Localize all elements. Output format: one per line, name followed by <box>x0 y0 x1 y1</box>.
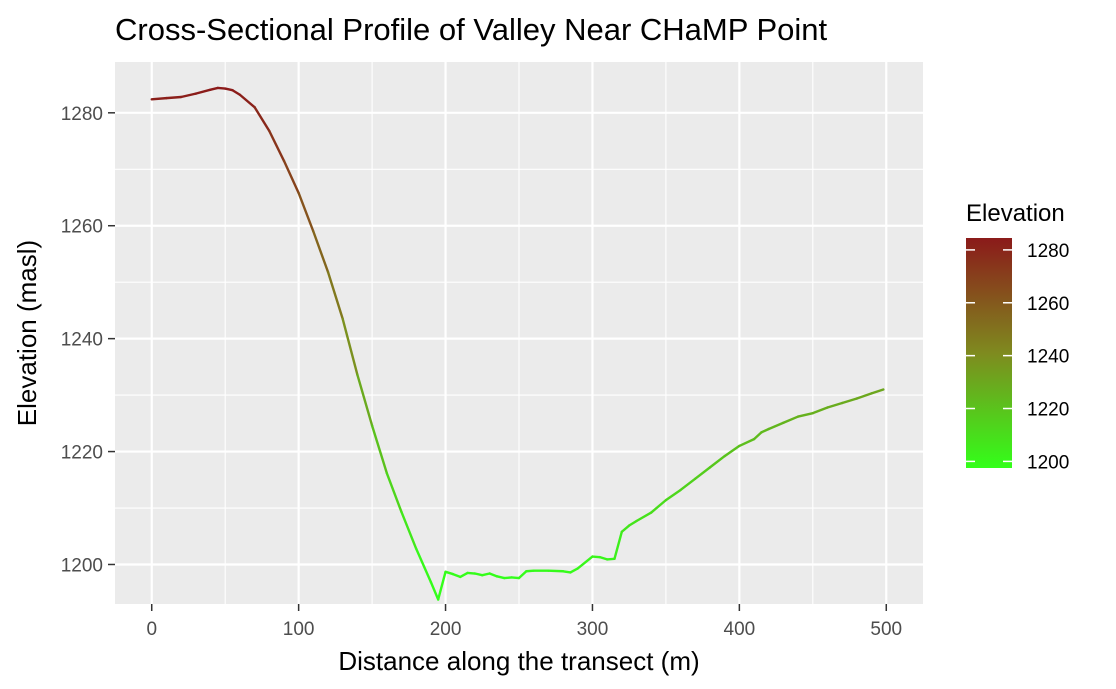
profile-segment <box>459 571 469 579</box>
profile-segment <box>414 547 433 584</box>
profile-segment <box>841 397 859 405</box>
profile-segment <box>796 411 815 418</box>
legend-label: 1220 <box>1027 400 1069 421</box>
profile-segment <box>569 567 579 574</box>
profile-segment <box>855 392 873 400</box>
profile-segment <box>664 488 682 502</box>
profile-segment <box>598 555 609 561</box>
y-tick-label: 1220 <box>61 443 103 464</box>
y-axis-title: Elevation (masl) <box>12 240 42 426</box>
x-tick-label: 0 <box>146 619 157 640</box>
profile-segment <box>525 569 535 573</box>
profile-segment <box>760 427 770 434</box>
profile-segment <box>451 572 462 579</box>
profile-segment <box>811 406 829 415</box>
profile-segment <box>503 576 513 580</box>
legend-label: 1260 <box>1027 294 1069 315</box>
profile-segment <box>576 555 594 570</box>
profile-segment <box>767 421 785 431</box>
profile-segment <box>650 498 668 514</box>
profile-segment <box>481 572 491 577</box>
profile-segment <box>561 570 572 574</box>
y-tick-label: 1280 <box>61 104 103 125</box>
profile-segment <box>679 477 697 492</box>
profile-segment <box>150 96 168 101</box>
profile-segment <box>723 444 741 458</box>
profile-segment <box>613 530 624 561</box>
profile-segment <box>341 317 359 376</box>
x-tick-label: 200 <box>430 619 462 640</box>
legend-colorbar <box>966 238 1012 468</box>
chart-title: Cross-Sectional Profile of Valley Near C… <box>115 12 828 47</box>
legend-title: Elevation <box>966 200 1065 227</box>
profile-segment <box>473 572 484 577</box>
profile-segment <box>466 571 477 575</box>
x-axis: 0 100 200 300 400 500 <box>146 604 902 640</box>
legend-label: 1240 <box>1027 347 1069 368</box>
profile-segment <box>782 415 800 424</box>
profile-segment <box>444 570 455 576</box>
profile-segment <box>517 570 528 580</box>
profile-segment <box>326 270 344 321</box>
legend-label: 1200 <box>1027 452 1069 473</box>
profile-segment <box>282 159 300 195</box>
profile-segment <box>547 569 565 573</box>
y-axis: 1200 1220 1240 1260 1280 <box>61 104 115 576</box>
profile-segment <box>826 401 844 409</box>
profile-segment <box>510 576 521 580</box>
profile-segment <box>488 572 499 578</box>
profile-segment <box>231 89 242 96</box>
profile-segment <box>356 373 374 427</box>
legend: Elevation 1200 1220 1240 1260 1280 <box>966 200 1069 473</box>
profile-segment <box>312 230 330 274</box>
legend-label: 1280 <box>1027 241 1069 262</box>
profile-segment <box>708 454 726 469</box>
profile-segment <box>495 575 506 580</box>
profile-segment <box>223 87 234 92</box>
elevation-profile-line <box>150 86 885 601</box>
x-tick-label: 400 <box>724 619 756 640</box>
profile-segment <box>752 431 763 441</box>
profile-segment <box>209 86 220 91</box>
profile-segment <box>385 471 403 514</box>
profile-segment <box>238 93 256 109</box>
x-tick-label: 500 <box>870 619 902 640</box>
x-tick-label: 100 <box>283 619 315 640</box>
profile-segment <box>694 466 712 480</box>
profile-segment <box>870 388 885 395</box>
profile-segment <box>194 88 212 95</box>
profile-segment <box>165 95 183 100</box>
profile-segment <box>253 105 271 133</box>
major-gridlines <box>115 62 923 604</box>
x-axis-title: Distance along the transect (m) <box>338 646 699 676</box>
profile-segment <box>738 437 756 448</box>
profile-segment <box>179 92 198 99</box>
profile-segment <box>437 570 447 601</box>
profile-segment <box>620 524 631 533</box>
plot-panel <box>115 62 923 604</box>
profile-segment <box>635 511 653 523</box>
y-tick-label: 1240 <box>61 330 103 351</box>
profile-segment <box>216 86 227 90</box>
minor-gridlines <box>115 62 923 604</box>
profile-segment <box>429 580 440 601</box>
y-tick-label: 1260 <box>61 217 103 238</box>
profile-segment <box>268 129 286 163</box>
y-tick-label: 1200 <box>61 555 103 576</box>
x-tick-label: 300 <box>577 619 609 640</box>
profile-segment <box>591 555 601 559</box>
profile-segment <box>297 191 315 233</box>
profile-segment <box>370 424 388 475</box>
profile-segment <box>605 557 616 561</box>
profile-segment <box>400 510 418 550</box>
profile-segment <box>627 519 638 527</box>
legend-ticks: 1200 1220 1240 1260 1280 <box>966 241 1069 473</box>
